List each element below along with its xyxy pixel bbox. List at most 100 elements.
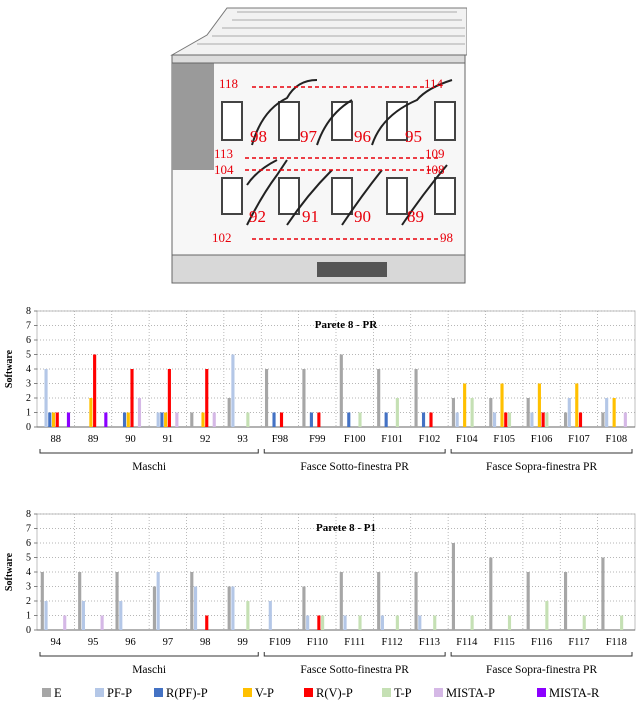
bar-pf-p-99	[231, 586, 235, 630]
bar-rpf-p-90	[122, 412, 127, 427]
x-tick-label: 94	[50, 637, 61, 648]
bar-t-p-93	[246, 412, 250, 427]
facade-node-label: 102	[212, 230, 232, 245]
bar-pf-p-F110	[306, 615, 310, 630]
x-tick-label: F111	[344, 637, 365, 648]
x-tick-label: F117	[568, 637, 589, 648]
bar-pf-p-F108	[605, 398, 609, 427]
y-tick-label: 6	[26, 335, 31, 346]
bar-rv-p-92	[205, 369, 209, 427]
group-label: Fasce Sotto-finestra PR	[300, 664, 409, 676]
y-tick-label: 7	[26, 321, 31, 332]
facade-pier-label: 90	[354, 207, 371, 226]
bar-pf-p-F111	[343, 615, 347, 630]
bar-v-p-F107	[575, 383, 579, 427]
x-tick-label: F100	[344, 434, 366, 445]
bar-rpf-p-91	[160, 412, 164, 427]
facade-node-label: 104	[214, 162, 234, 177]
facade-cornice	[171, 54, 466, 64]
legend-label: MISTA-R	[549, 686, 600, 700]
legend-swatch	[382, 688, 391, 697]
bar-rv-p-F98	[279, 412, 284, 427]
x-tick-label: F105	[493, 434, 515, 445]
x-tick-label: F114	[456, 637, 478, 648]
group-bracket	[450, 652, 633, 657]
y-tick-label: 3	[26, 379, 31, 390]
y-tick-label: 5	[26, 350, 31, 361]
x-tick-label: F99	[309, 434, 325, 445]
bar-rpf-p-F100	[347, 412, 351, 427]
bar-mista-p-94	[63, 615, 67, 630]
legend-swatch	[434, 688, 443, 697]
y-tick-label: 1	[26, 408, 31, 419]
bar-pf-p-F105	[492, 412, 497, 427]
x-tick-label: F116	[531, 637, 552, 648]
bar-rpf-p-F99	[309, 412, 313, 427]
group-label: Fasce Sotto-finestra PR	[300, 461, 409, 473]
bar-t-p-F105	[507, 412, 512, 427]
bar-v-p-89	[89, 398, 93, 427]
bar-e-F118	[601, 557, 605, 630]
facade-node-label: 109	[425, 146, 445, 161]
bar-rpf-p-F102	[421, 412, 426, 427]
x-tick-label: F108	[606, 434, 628, 445]
bar-t-p-F116	[545, 601, 549, 630]
bar-e-F107	[563, 412, 568, 427]
bar-e-96	[115, 572, 119, 630]
legend-swatch	[42, 688, 51, 697]
bar-t-p-F112	[395, 615, 399, 630]
bar-rv-p-88	[55, 412, 59, 427]
bar-v-p-90	[126, 412, 130, 427]
facade-pier-label: 92	[249, 207, 266, 226]
bar-pf-p-97	[156, 572, 160, 630]
basement-window	[317, 262, 387, 277]
x-tick-label: 90	[125, 434, 136, 445]
y-tick-label: 6	[26, 538, 31, 549]
legend-label: R(PF)-P	[166, 686, 208, 700]
legend-label: T-P	[394, 686, 412, 700]
bar-e-F99	[302, 369, 306, 427]
y-tick-label: 4	[26, 364, 31, 375]
group-bracket	[263, 652, 446, 657]
bar-v-p-F106	[537, 383, 541, 427]
group-label: Maschi	[132, 664, 166, 676]
bar-e-F115	[489, 557, 493, 630]
bar-t-p-F114	[470, 615, 474, 630]
group-label: Fasce Sopra-finestra PR	[486, 461, 597, 473]
bar-e-92	[190, 412, 194, 427]
bar-rpf-p-F98	[272, 412, 276, 427]
y-axis-label: Software	[4, 552, 15, 591]
facade-pier-label: 89	[407, 207, 424, 226]
bar-e-F117	[563, 572, 568, 630]
x-tick-label: 98	[200, 637, 211, 648]
bar-rv-p-91	[167, 369, 171, 427]
x-tick-label: F112	[381, 637, 402, 648]
legend-label: V-P	[255, 686, 274, 700]
facade-node-label: 108	[425, 162, 445, 177]
bar-e-F114	[451, 543, 455, 630]
bar-mista-r-89	[104, 412, 108, 427]
bar-e-94	[40, 572, 44, 630]
legend-swatch	[304, 688, 313, 697]
facade-node-label: 113	[214, 146, 233, 161]
y-tick-label: 2	[26, 393, 31, 404]
legend-label: E	[54, 686, 62, 700]
bar-e-F113	[414, 572, 418, 630]
group-bracket	[450, 449, 633, 454]
y-tick-label: 8	[26, 509, 31, 520]
bar-rv-p-F102	[429, 412, 433, 427]
x-tick-label: 88	[50, 434, 61, 445]
bar-rv-p-F105	[504, 412, 508, 427]
legend-label: PF-P	[107, 686, 132, 700]
bar-e-93	[227, 398, 231, 427]
bar-pf-p-F109	[268, 601, 272, 630]
bar-e-F111	[339, 572, 343, 630]
x-tick-label: 89	[88, 434, 99, 445]
bar-rv-p-98	[205, 615, 209, 630]
facade-pier-label: 98	[250, 127, 267, 146]
x-tick-label: F115	[494, 637, 515, 648]
facade-pier-label: 91	[302, 207, 319, 226]
legend-swatch	[537, 688, 546, 697]
bar-rpf-p-F101	[384, 412, 388, 427]
bar-v-p-F108	[612, 398, 616, 427]
